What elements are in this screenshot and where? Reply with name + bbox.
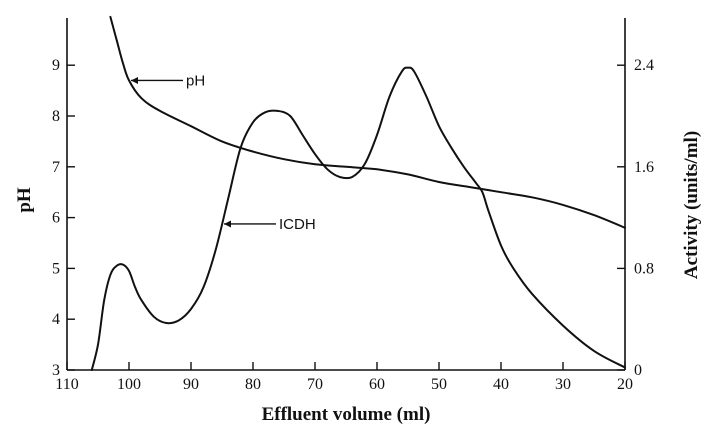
x-tick-label: 80 — [245, 376, 261, 393]
y-left-tick-label: 9 — [52, 57, 60, 74]
x-tick-label: 90 — [183, 376, 199, 393]
x-tick-label: 110 — [55, 376, 78, 393]
y-right-tick-label: 2.4 — [634, 57, 654, 74]
series-line-icdh — [90, 66, 626, 371]
series-line-ph — [109, 15, 626, 229]
annotation-label-ph: pH — [186, 72, 205, 89]
x-ticks: 110 100 90 80 70 60 50 40 30 20 — [55, 362, 633, 393]
y-left-ticks: 3 4 5 6 7 8 9 — [52, 57, 75, 379]
y-axis-left-label: pH — [14, 187, 35, 213]
axes — [66, 18, 626, 371]
annotation-arrowhead — [131, 76, 138, 84]
y-right-ticks: 0 0.8 1.6 2.4 — [617, 57, 654, 379]
y-left-tick-label: 3 — [52, 362, 60, 379]
y-right-tick-label: 0.8 — [634, 260, 654, 277]
x-tick-label: 50 — [431, 376, 447, 393]
annotation-arrowhead — [224, 220, 231, 228]
x-tick-label: 30 — [555, 376, 571, 393]
y-left-tick-label: 6 — [52, 210, 60, 227]
y-right-tick-label: 0 — [634, 362, 642, 379]
x-axis-label: Effluent volume (ml) — [262, 404, 431, 425]
annotation-label-icdh: ICDH — [279, 216, 316, 233]
x-tick-label: 100 — [117, 376, 141, 393]
x-tick-label: 20 — [617, 376, 633, 393]
x-tick-label: 60 — [369, 376, 385, 393]
y-left-tick-label: 4 — [52, 311, 60, 328]
y-right-tick-label: 1.6 — [634, 159, 654, 176]
annotations: pH ICDH — [131, 72, 316, 233]
series-group — [90, 15, 626, 371]
y-left-tick-label: 7 — [52, 159, 60, 176]
x-tick-label: 70 — [307, 376, 323, 393]
x-tick-label: 40 — [493, 376, 509, 393]
y-left-tick-label: 8 — [52, 108, 60, 125]
y-left-tick-label: 5 — [52, 260, 60, 277]
y-axis-right-label: Activity (units/ml) — [681, 131, 702, 279]
